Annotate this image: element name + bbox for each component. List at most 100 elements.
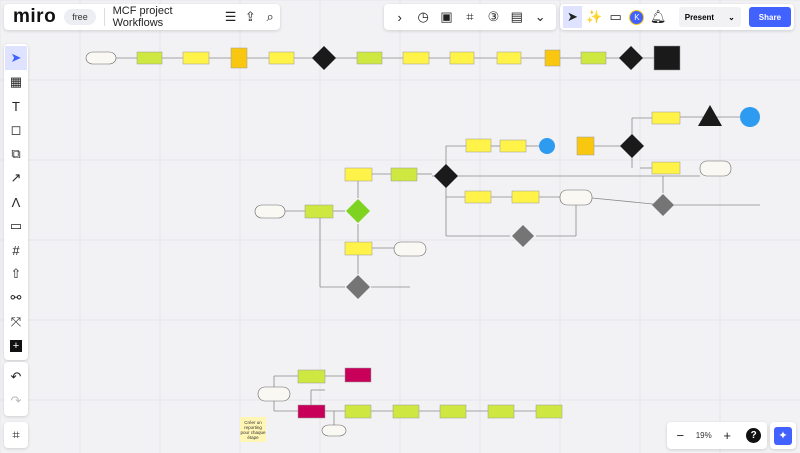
decision-diamond[interactable] (512, 225, 534, 247)
process-box[interactable] (544, 49, 561, 67)
help-icon[interactable]: ? (743, 425, 765, 447)
comment-icon[interactable]: ▭ (9, 218, 23, 233)
connector-line[interactable] (591, 197, 664, 206)
process-box[interactable] (496, 51, 522, 65)
board-tools: › ◷ ▣ ⌗ ③ ▤ ⌄ (384, 4, 556, 30)
comment-icon[interactable]: ▭ (609, 9, 622, 24)
triangle-shape[interactable] (698, 105, 722, 126)
process-box[interactable] (390, 167, 418, 182)
frame-icon[interactable]: # (12, 242, 20, 258)
process-box[interactable] (268, 51, 295, 65)
more-icon[interactable]: ⌄ (534, 9, 546, 24)
process-box[interactable] (344, 167, 373, 182)
process-box[interactable] (465, 138, 492, 153)
shapes-icon[interactable]: ⧉ (11, 146, 21, 161)
process-box[interactable] (576, 136, 595, 156)
bell-icon[interactable]: 🔔︎ (649, 9, 667, 24)
process-box[interactable] (344, 241, 373, 256)
ai-assistant-button[interactable]: ✦ (770, 422, 796, 449)
process-box[interactable] (304, 204, 334, 219)
decision-diamond[interactable] (346, 275, 370, 299)
zoom-in-icon[interactable]: + (723, 428, 732, 443)
process-box[interactable] (651, 161, 681, 175)
frames-icon[interactable]: ⌗ (12, 427, 20, 442)
process-box[interactable] (511, 190, 540, 204)
cursor-icon[interactable]: ➤ (563, 6, 582, 28)
text-icon[interactable]: T (12, 98, 20, 114)
process-box[interactable] (580, 51, 607, 65)
zoom-level[interactable]: 19% (695, 431, 712, 440)
process-box[interactable] (297, 404, 326, 419)
present-button[interactable]: Present ⌄ (678, 7, 741, 27)
process-box[interactable] (487, 404, 515, 419)
select-icon[interactable]: ➤ (5, 46, 27, 70)
process-box[interactable] (344, 404, 372, 419)
terminal-pill[interactable] (85, 51, 117, 65)
decision-diamond[interactable] (652, 194, 674, 216)
process-box[interactable] (297, 369, 326, 384)
board-title[interactable]: MCF project Workflows (112, 5, 173, 29)
redo-icon[interactable]: ↷ (10, 393, 22, 408)
more-apps-icon[interactable]: ⤧ (10, 314, 22, 329)
frames-panel: ⌗ (4, 422, 28, 448)
connection-line-icon[interactable]: ↗ (10, 170, 22, 185)
chevron-down-icon[interactable]: ⌄ (728, 12, 735, 22)
process-box[interactable] (402, 51, 430, 65)
terminal-pill[interactable] (257, 386, 291, 402)
process-box[interactable] (136, 51, 163, 65)
avatar[interactable]: K (628, 6, 645, 28)
history-toolbar: ↶ ↷ (4, 362, 28, 416)
sticky-note-text[interactable]: Créer un reporting pour chaque étape (240, 420, 266, 440)
upload-icon[interactable]: ⇧ (10, 266, 22, 281)
terminal-pill[interactable] (699, 160, 732, 177)
timer-icon[interactable]: ◷ (417, 9, 429, 24)
terminal-pill[interactable] (559, 189, 593, 206)
terminal-pill[interactable] (254, 204, 286, 219)
decision-diamond[interactable] (346, 199, 370, 223)
process-box[interactable] (535, 404, 563, 419)
number-icon[interactable]: ③ (487, 9, 500, 24)
process-box[interactable] (449, 51, 475, 65)
search-icon[interactable]: ⌕ (266, 9, 274, 24)
pen-icon[interactable]: Λ (11, 194, 21, 210)
sticky-note-icon[interactable]: ◻ (10, 122, 22, 137)
process-box[interactable] (344, 367, 372, 383)
decision-diamond[interactable] (434, 164, 458, 188)
terminal-pill[interactable] (393, 241, 427, 257)
terminal-pill[interactable] (321, 424, 347, 437)
focus-icon[interactable]: ⌗ (466, 9, 474, 24)
circle-shape[interactable] (740, 107, 760, 127)
mind-map-icon[interactable]: ⚯ (10, 290, 22, 305)
process-box[interactable] (464, 190, 492, 204)
process-box[interactable] (392, 404, 420, 419)
decision-diamond[interactable] (619, 46, 643, 70)
process-box[interactable] (499, 139, 527, 153)
board-header: miro free MCF project Workflows ☰ ⇪ ⌕ (4, 4, 280, 30)
process-box[interactable] (651, 111, 681, 125)
undo-icon[interactable]: ↶ (10, 369, 22, 384)
menu-icon[interactable]: ☰ (224, 9, 237, 24)
zoom-out-icon[interactable]: − (676, 428, 685, 443)
process-box[interactable] (182, 51, 210, 65)
templates-icon[interactable]: ▦ (9, 74, 23, 89)
decision-diamond[interactable] (620, 134, 644, 158)
process-box[interactable] (653, 45, 681, 71)
add-icon[interactable]: + (5, 334, 27, 358)
plan-badge[interactable]: free (64, 9, 96, 25)
circle-shape[interactable] (539, 138, 555, 154)
chevron-right-icon[interactable]: › (397, 9, 402, 25)
party-icon[interactable]: ✨ (586, 9, 603, 24)
sticky-note[interactable] (240, 417, 266, 442)
decision-diamond[interactable] (312, 46, 336, 70)
notes-icon[interactable]: ▤ (510, 9, 523, 24)
export-icon[interactable]: ⇪ (244, 9, 256, 24)
miro-logo[interactable]: miro (13, 6, 57, 27)
collaboration-toolbar: ➤ ✨ ▭ K 🔔︎ Present ⌄ Share (560, 4, 794, 30)
share-button[interactable]: Share (748, 7, 792, 27)
process-box[interactable] (356, 51, 383, 65)
sparkle-icon: ✦ (774, 426, 792, 445)
process-box[interactable] (439, 404, 467, 419)
board-icon[interactable]: ▣ (440, 9, 453, 24)
process-box[interactable] (230, 47, 248, 69)
